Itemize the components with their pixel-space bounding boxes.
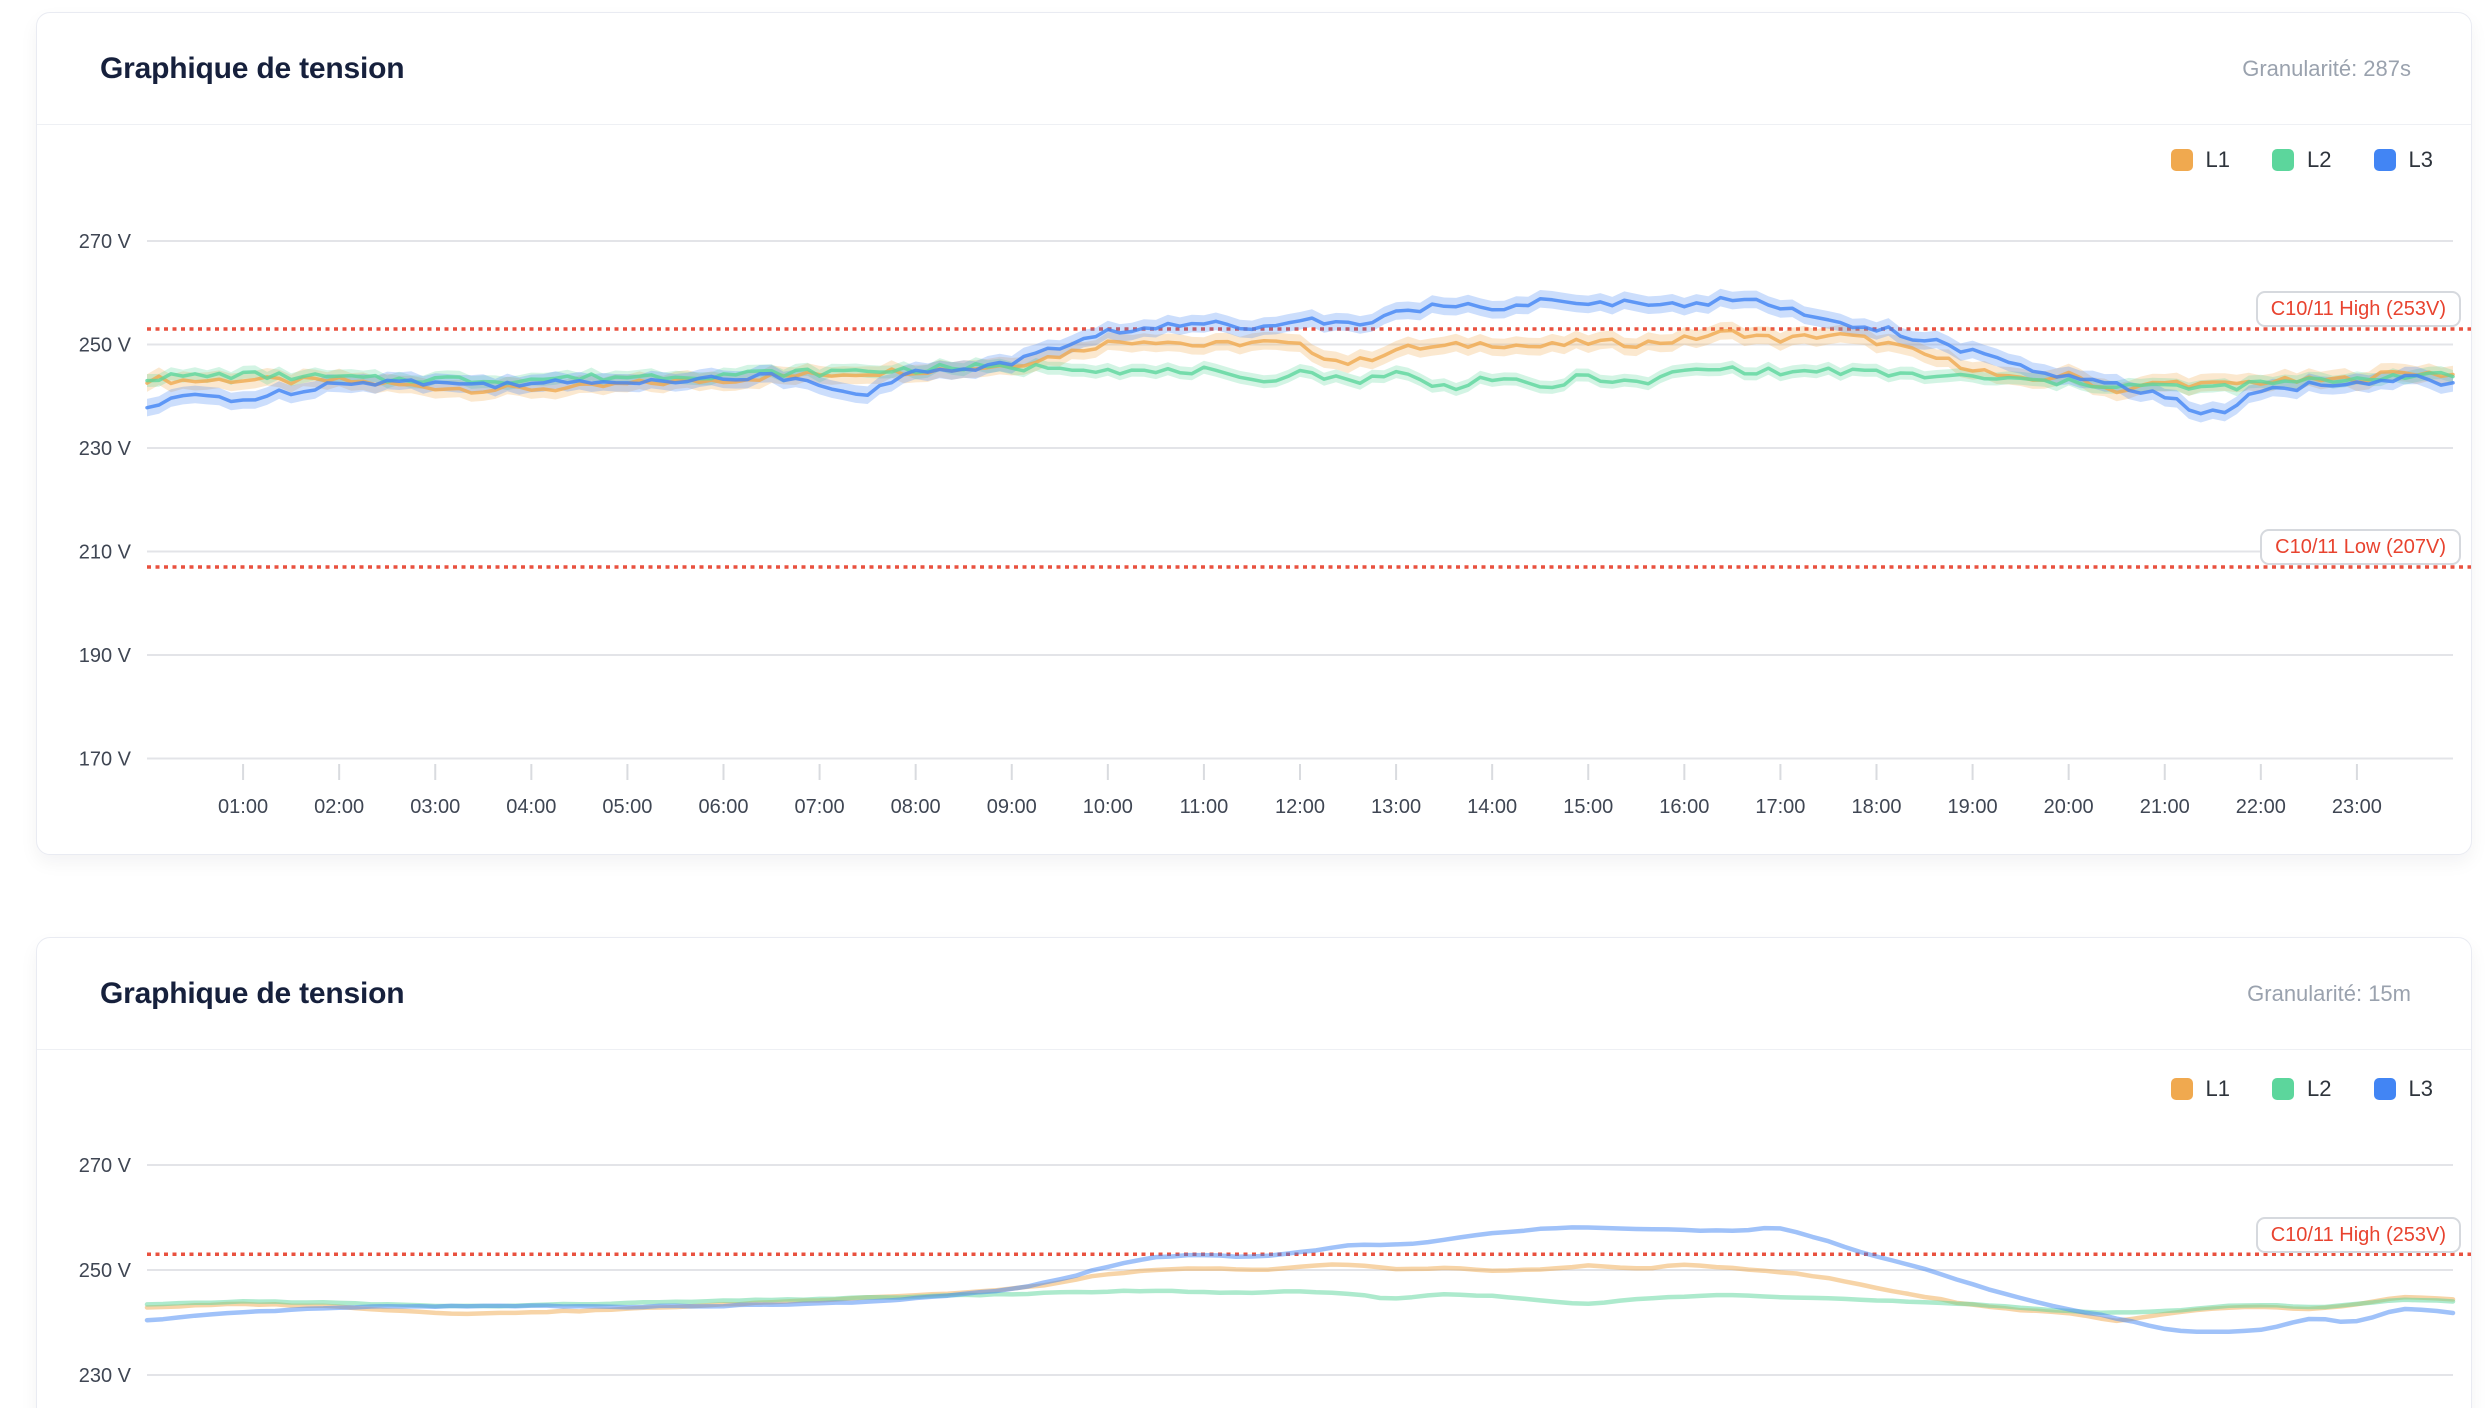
card-header: Graphique de tension Granularité: 15m xyxy=(37,938,2471,1050)
svg-text:23:00: 23:00 xyxy=(2332,796,2382,818)
legend-label-l1: L1 xyxy=(2205,147,2231,172)
svg-text:11:00: 11:00 xyxy=(1180,796,1229,818)
threshold-label-low: C10/11 Low (207V) xyxy=(2260,529,2461,565)
chart-title: Graphique de tension xyxy=(100,976,405,1010)
legend-label-l3: L3 xyxy=(2408,147,2433,172)
svg-text:17:00: 17:00 xyxy=(1755,796,1805,818)
l3-color-swatch xyxy=(2373,149,2396,171)
svg-text:21:00: 21:00 xyxy=(2140,796,2190,818)
granularity-label: Granularité: 287s xyxy=(2242,55,2411,81)
legend-item-l3[interactable]: L3 xyxy=(2373,1076,2433,1102)
svg-text:01:00: 01:00 xyxy=(218,796,268,818)
svg-text:13:00: 13:00 xyxy=(1371,796,1421,818)
l2-color-swatch xyxy=(2272,149,2295,171)
card-header: Graphique de tension Granularité: 287s xyxy=(37,13,2471,125)
legend-item-l2[interactable]: L2 xyxy=(2272,1076,2332,1102)
svg-text:270 V: 270 V xyxy=(79,231,132,253)
svg-text:14:00: 14:00 xyxy=(1467,796,1517,818)
svg-text:210 V: 210 V xyxy=(79,542,132,564)
voltage-chart-canvas-287s: 270 V 250 V 230 V 210 V 190 V 170 V 01:00 02:00… xyxy=(79,231,2471,818)
chart-title: Graphique de tension xyxy=(100,51,405,85)
svg-text:20:00: 20:00 xyxy=(2044,796,2094,818)
svg-text:16:00: 16:00 xyxy=(1659,796,1709,818)
svg-text:10:00: 10:00 xyxy=(1083,796,1133,818)
voltage-chart-canvas-15m: 270 V 250 V 230 V xyxy=(79,1155,2471,1387)
legend-label-l1: L1 xyxy=(2205,1076,2231,1101)
chart-legend: L1 L2 L3 xyxy=(2170,147,2433,173)
svg-text:06:00: 06:00 xyxy=(698,796,748,818)
svg-text:250 V: 250 V xyxy=(79,335,132,357)
svg-text:02:00: 02:00 xyxy=(314,796,364,818)
legend-label-l2: L2 xyxy=(2307,147,2332,172)
svg-text:190 V: 190 V xyxy=(79,645,132,667)
legend-label-l2: L2 xyxy=(2307,1076,2332,1101)
svg-text:15:00: 15:00 xyxy=(1563,796,1613,818)
svg-text:19:00: 19:00 xyxy=(1948,796,1998,818)
svg-text:270 V: 270 V xyxy=(79,1155,132,1177)
legend-item-l3[interactable]: L3 xyxy=(2373,147,2433,173)
svg-text:05:00: 05:00 xyxy=(602,796,652,818)
legend-item-l2[interactable]: L2 xyxy=(2272,147,2332,173)
l1-color-swatch xyxy=(2170,149,2193,171)
svg-text:18:00: 18:00 xyxy=(1851,796,1901,818)
l3-color-swatch xyxy=(2373,1078,2396,1100)
legend-label-l3: L3 xyxy=(2408,1076,2433,1101)
svg-text:250 V: 250 V xyxy=(79,1260,132,1282)
svg-text:03:00: 03:00 xyxy=(410,796,460,818)
svg-text:07:00: 07:00 xyxy=(795,796,845,818)
legend-item-l1[interactable]: L1 xyxy=(2170,1076,2231,1102)
legend-item-l1[interactable]: L1 xyxy=(2170,147,2231,173)
threshold-label-high: C10/11 High (253V) xyxy=(2255,291,2461,327)
svg-text:230 V: 230 V xyxy=(79,1365,132,1387)
svg-text:08:00: 08:00 xyxy=(891,796,941,818)
svg-text:230 V: 230 V xyxy=(79,438,132,460)
voltage-chart-card-287s: 270 V 250 V 230 V 210 V 190 V 170 V 01:00 02:00… xyxy=(36,12,2472,855)
svg-text:09:00: 09:00 xyxy=(987,796,1037,818)
svg-text:22:00: 22:00 xyxy=(2236,796,2286,818)
granularity-label: Granularité: 15m xyxy=(2247,980,2411,1006)
l2-color-swatch xyxy=(2272,1078,2295,1100)
svg-text:04:00: 04:00 xyxy=(506,796,556,818)
l1-color-swatch xyxy=(2170,1078,2193,1100)
svg-text:170 V: 170 V xyxy=(79,749,132,771)
threshold-label-high: C10/11 High (253V) xyxy=(2255,1217,2461,1253)
chart-legend: L1 L2 L3 xyxy=(2170,1076,2433,1102)
svg-text:12:00: 12:00 xyxy=(1275,796,1325,818)
voltage-chart-card-15m: 270 V 250 V 230 V Graphique de tension Gra… xyxy=(36,937,2472,1408)
